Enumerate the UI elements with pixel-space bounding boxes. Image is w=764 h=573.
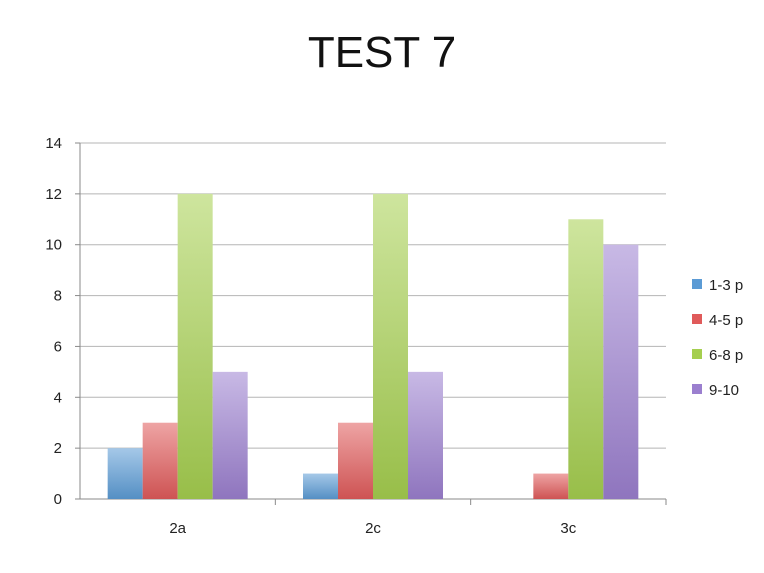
bar-2a-series-2: [142, 422, 178, 499]
chart-title: TEST 7: [307, 28, 457, 77]
bar-2c-series-2: [338, 422, 373, 499]
bar-2c-series-3: [373, 193, 408, 499]
legend-swatch: [692, 279, 702, 289]
legend-label: 6-8 p: [709, 347, 743, 364]
x-tick-label: 2c: [365, 520, 381, 537]
y-tick-label: 0: [54, 491, 62, 508]
bar-2a-series-1: [107, 448, 143, 499]
x-tick-label: 2a: [169, 520, 186, 537]
x-tick-label: 3c: [560, 520, 576, 537]
bar-3c-series-3: [568, 219, 604, 500]
legend-swatch: [692, 314, 702, 324]
bar-3c-series-4: [603, 244, 639, 499]
legend: 1-3 p 4-5 p 6-8 p 9-10: [692, 277, 743, 399]
y-tick-label: 2: [54, 440, 62, 457]
y-tick-label: 14: [45, 135, 62, 152]
y-tick-label: 10: [45, 237, 62, 254]
bar-2a-series-4: [212, 371, 248, 499]
legend-label: 1-3 p: [709, 277, 743, 294]
bar-2c-series-1: [303, 473, 338, 499]
legend-label: 9-10: [709, 382, 739, 399]
legend-swatch: [692, 384, 702, 394]
bar-2c-series-4: [408, 371, 443, 499]
legend-label: 4-5 p: [709, 312, 743, 329]
y-tick-label: 6: [54, 338, 62, 355]
bar-3c-series-2: [533, 473, 569, 499]
y-tick-label: 8: [54, 288, 62, 305]
y-tick-label: 4: [54, 389, 62, 406]
legend-swatch: [692, 349, 702, 359]
bar-2a-series-3: [177, 193, 213, 499]
bars: [107, 193, 639, 500]
y-tick-label: 12: [45, 186, 62, 203]
